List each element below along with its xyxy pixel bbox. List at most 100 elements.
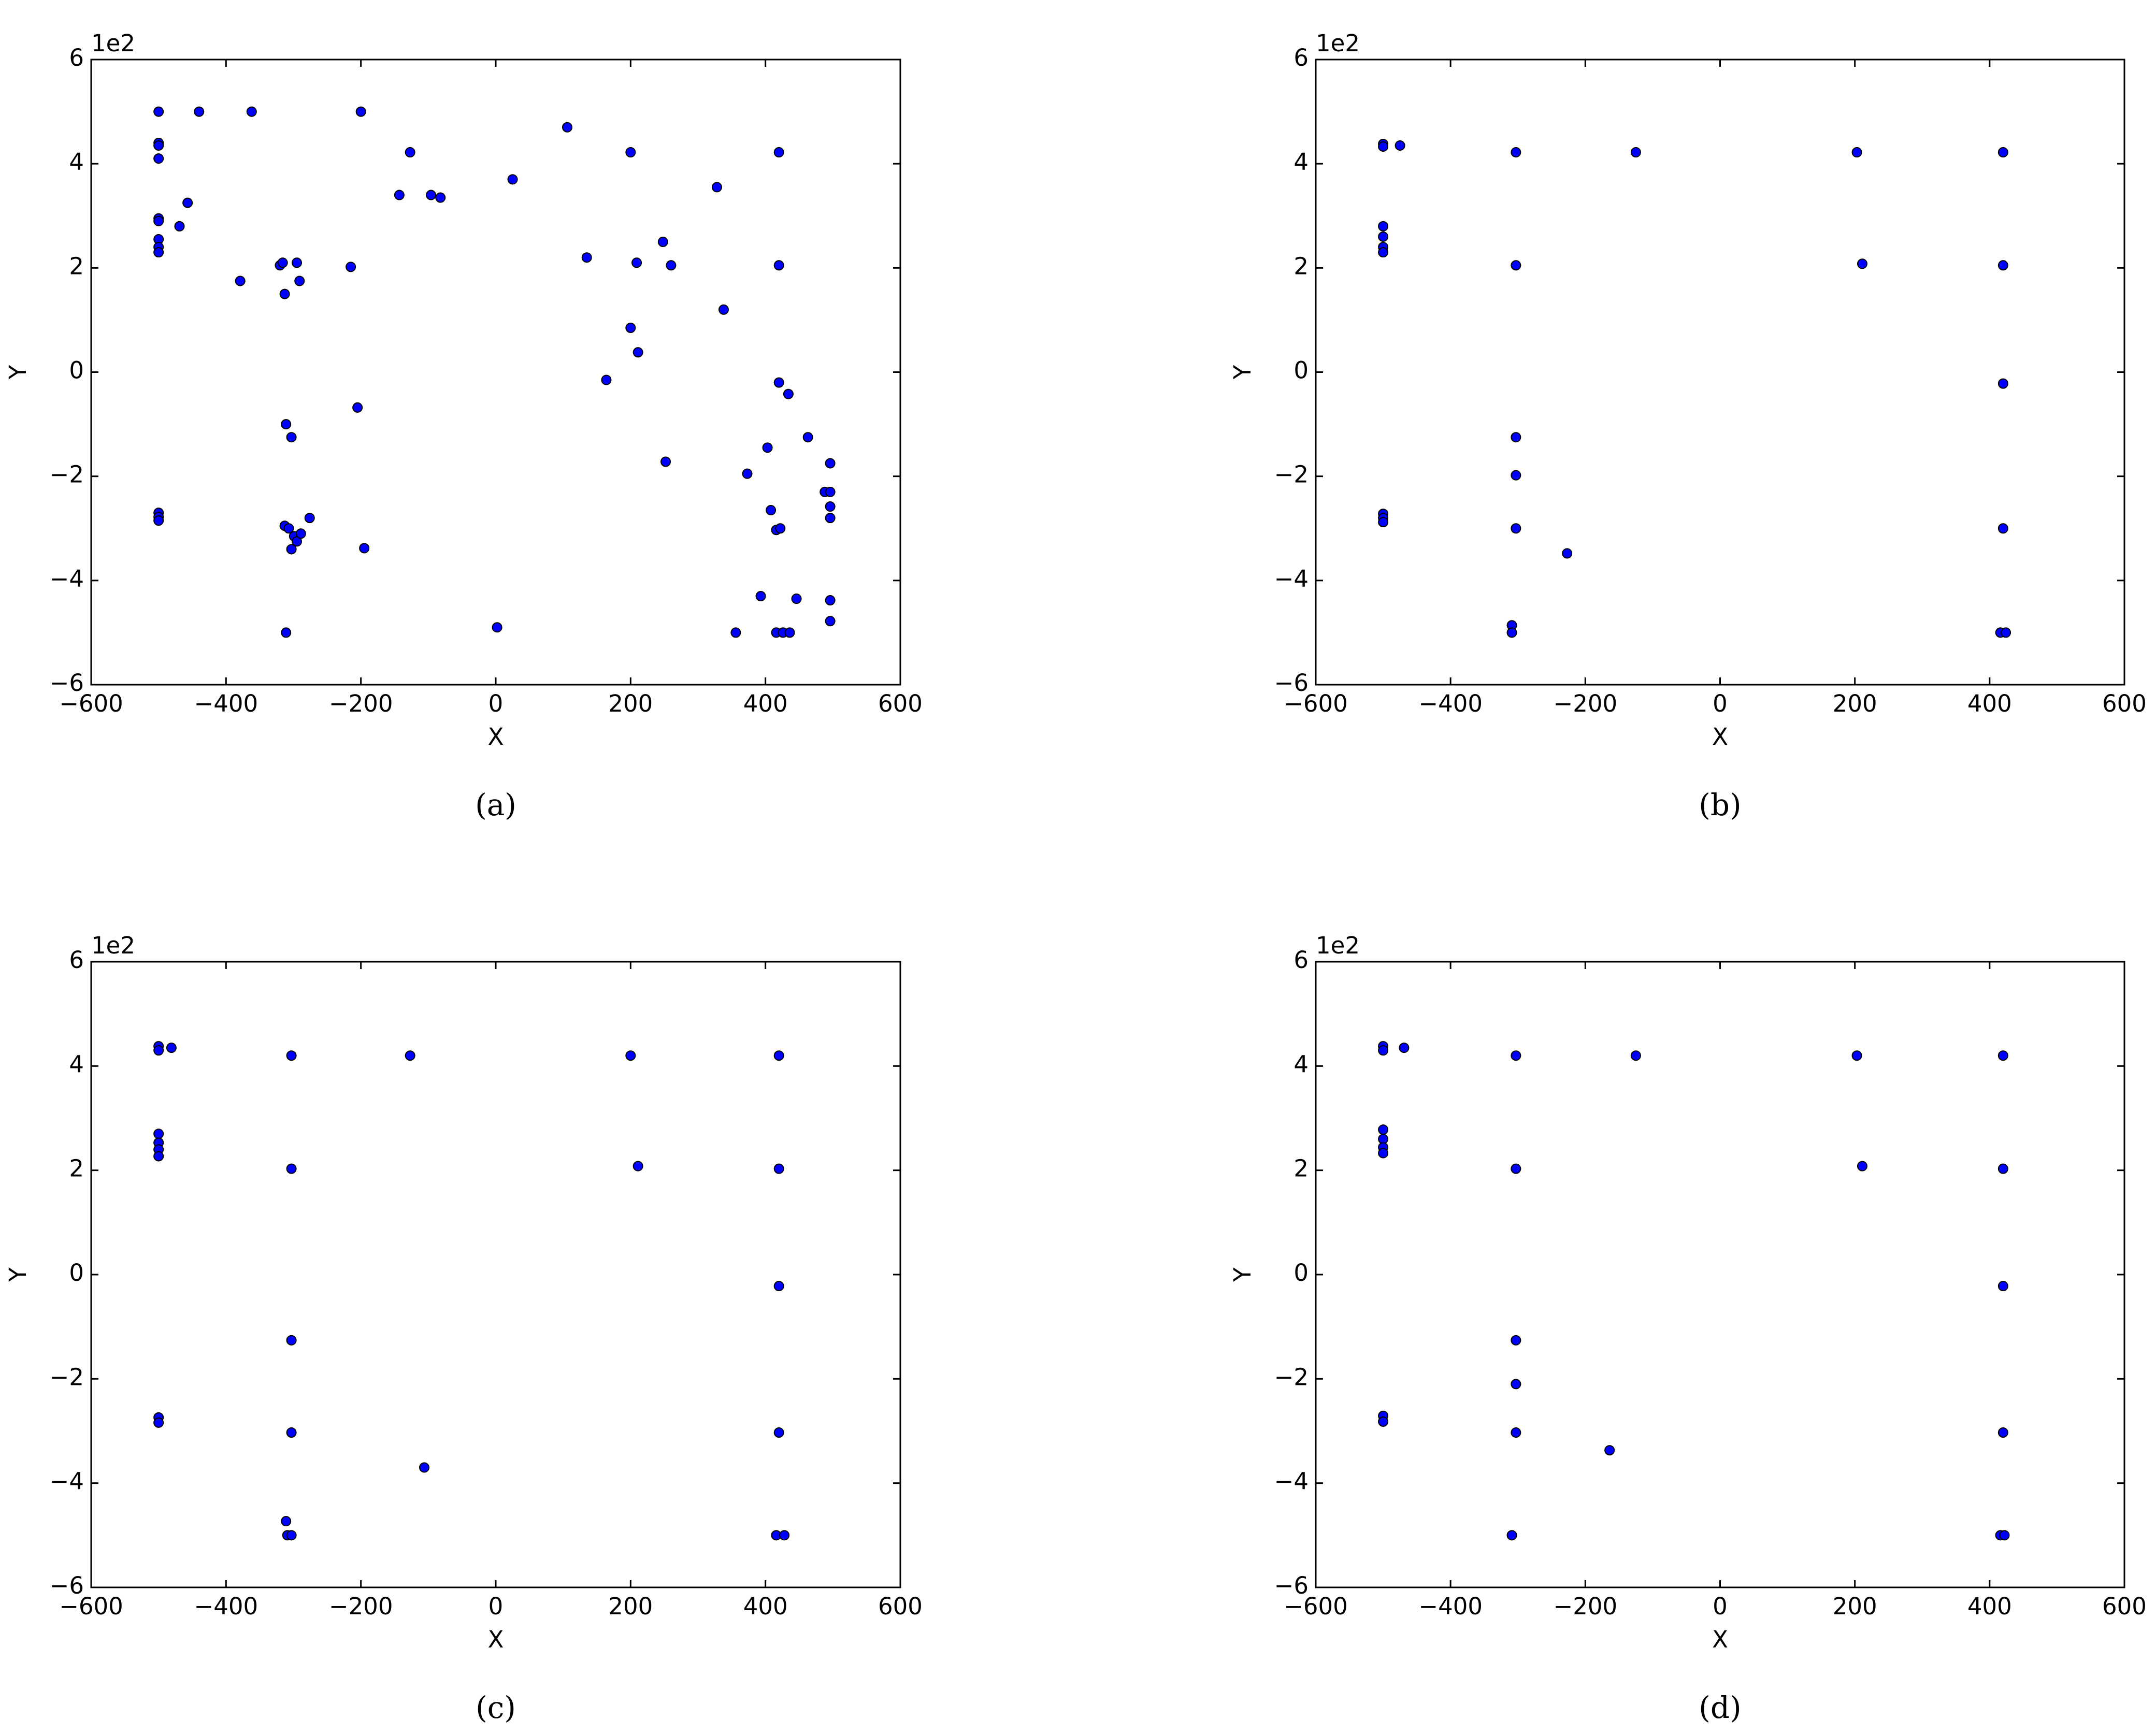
scatter-point <box>1997 260 2008 271</box>
scatter-point <box>166 1043 177 1053</box>
y-tick-label: −4 <box>50 565 84 592</box>
y-tick-label: 6 <box>69 946 84 974</box>
scatter-point <box>1857 1161 1867 1172</box>
y-tick-label: −2 <box>1274 1363 1309 1391</box>
scatter-point <box>394 190 405 200</box>
scatter-point <box>825 616 836 627</box>
scatter-point <box>1506 1530 1517 1541</box>
scatter-point <box>825 458 836 469</box>
scatter-point <box>153 247 164 258</box>
scatter-point <box>235 276 246 286</box>
y-axis-label: Y <box>4 365 32 380</box>
scatter-point <box>1997 147 2008 158</box>
y-tick-label: 0 <box>1293 1259 1309 1286</box>
scatter-point <box>182 197 193 208</box>
scatter-point <box>1997 1427 2008 1438</box>
x-tick-label: 0 <box>488 1593 504 1620</box>
scatter-point <box>286 544 297 555</box>
x-axis-label: X <box>1712 1626 1728 1653</box>
x-tick-label: 200 <box>1833 690 1877 717</box>
scatter-point <box>1857 258 1867 269</box>
y-tick-label: 6 <box>1293 946 1309 974</box>
scatter-point <box>1511 1163 1521 1174</box>
x-tick-label: −200 <box>1554 690 1618 717</box>
y-tick-label: 0 <box>69 1259 84 1286</box>
scatter-point <box>1378 1416 1389 1427</box>
scatter-point <box>279 288 290 299</box>
x-tick-label: 0 <box>1713 1593 1728 1620</box>
scatter-point <box>766 505 777 516</box>
x-tick-label: 600 <box>878 1593 923 1620</box>
scatter-point <box>304 513 315 524</box>
x-tick-label: −400 <box>1418 1593 1483 1620</box>
scatter-point <box>666 260 677 271</box>
subplot: −600 −400 −200 0 200 400 600 −6 −4 −2 0 2 4 6 1e2 X Y (a) <box>4 30 923 822</box>
y-tick-label: 0 <box>1293 357 1309 384</box>
scatter-point <box>562 122 572 133</box>
subplot: −600 −400 −200 0 200 400 600 −6 −4 −2 0 2 4 6 1e2 X Y (d) <box>1229 932 2147 1725</box>
y-tick-label: 4 <box>1293 148 1309 176</box>
scatter-point <box>1378 1148 1389 1159</box>
scatter-point <box>352 402 363 413</box>
scatter-point <box>153 140 164 151</box>
scatter-point <box>791 594 802 604</box>
scatter-point <box>153 215 164 226</box>
x-tick-label: 600 <box>878 690 923 717</box>
y-tick-label: −2 <box>50 461 84 488</box>
y-tick-label: −4 <box>1274 1468 1309 1495</box>
scatter-point <box>1511 260 1521 271</box>
scatter-point <box>1630 147 1641 158</box>
scatter-point <box>1997 378 2008 389</box>
scatter-point <box>295 528 306 539</box>
y-tick-label: −6 <box>1274 1572 1309 1599</box>
scatter-point <box>174 221 185 232</box>
scatter-point <box>773 1281 784 1292</box>
y-offset-label: 1e2 <box>91 30 135 57</box>
scatter-point <box>153 1417 164 1428</box>
scatter-point <box>359 543 370 554</box>
scatter-point <box>281 1516 292 1527</box>
scatter-point <box>1511 1335 1521 1346</box>
scatter-point <box>286 1427 297 1438</box>
y-tick-label: −6 <box>50 669 84 697</box>
y-tick-label: 0 <box>69 357 84 384</box>
x-tick-label: −600 <box>59 1593 123 1620</box>
scatter-point <box>1562 548 1573 559</box>
scatter-point <box>1997 1050 2008 1061</box>
scatter-point <box>1999 1530 2010 1541</box>
scatter-point <box>773 1427 784 1438</box>
x-tick-label: −400 <box>194 690 258 717</box>
scatter-point <box>773 1163 784 1174</box>
scatter-point <box>825 501 836 512</box>
scatter-point <box>281 419 292 430</box>
scatter-point <box>492 622 502 633</box>
y-tick-label: 2 <box>1293 1155 1309 1182</box>
scatter-point <box>718 304 729 315</box>
x-tick-label: −200 <box>329 690 393 717</box>
scatter-point <box>1378 221 1389 232</box>
subplot-caption: (d) <box>1699 1690 1741 1725</box>
x-tick-label: 400 <box>1967 690 2012 717</box>
x-tick-label: 400 <box>1967 1593 2012 1620</box>
scatter-point <box>286 432 297 443</box>
scatter-point <box>773 260 784 271</box>
scatter-point <box>1506 627 1517 638</box>
scatter-point <box>1511 1050 1521 1061</box>
scatter-point <box>1604 1445 1615 1456</box>
scatter-point <box>601 374 612 385</box>
scatter-point <box>1378 247 1389 258</box>
scatter-point <box>742 468 753 479</box>
scatter-point <box>773 147 784 158</box>
x-tick-label: 0 <box>1713 690 1728 717</box>
y-tick-label: 2 <box>1293 252 1309 280</box>
x-tick-label: 0 <box>488 690 504 717</box>
scatter-point <box>153 1045 164 1056</box>
scatter-point <box>1378 1045 1389 1056</box>
scatter-point <box>1378 141 1389 152</box>
subplot: −600 −400 −200 0 200 400 600 −6 −4 −2 0 2 4 6 1e2 X Y (b) <box>1229 30 2147 822</box>
scatter-point <box>194 106 205 117</box>
x-tick-label: −600 <box>59 690 123 717</box>
scatter-point <box>1997 1163 2008 1174</box>
y-tick-label: −6 <box>1274 669 1309 697</box>
